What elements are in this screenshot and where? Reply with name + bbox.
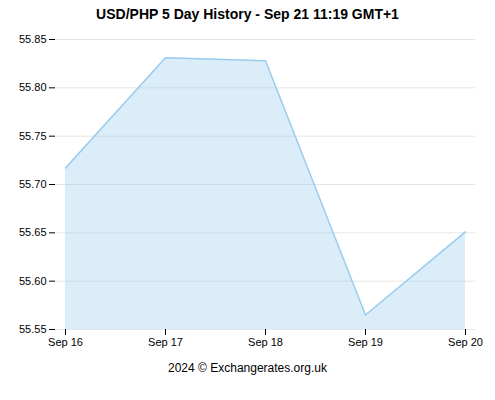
svg-text:55.55: 55.55 [19, 323, 47, 335]
html-text:2024 © Exchangerates.org.uk: 2024 © Exchangerates.org.uk [168, 361, 327, 375]
svg-text:55.60: 55.60 [19, 275, 47, 287]
svg-text:55.70: 55.70 [19, 178, 47, 190]
html-text:USD/PHP 5 Day History - Sep 21: USD/PHP 5 Day History - Sep 21 11:19 GMT… [96, 6, 399, 22]
svg-text:55.85: 55.85 [19, 33, 47, 45]
svg-text:55.65: 55.65 [19, 226, 47, 238]
svg-text:Sep 16: Sep 16 [48, 336, 83, 348]
svg-text:Sep 17: Sep 17 [148, 336, 183, 348]
svg-text:Sep 19: Sep 19 [348, 336, 383, 348]
svg-text:Sep 20: Sep 20 [448, 336, 483, 348]
svg-text:55.80: 55.80 [19, 81, 47, 93]
svg-text:Sep 18: Sep 18 [248, 336, 283, 348]
svg-text:55.75: 55.75 [19, 130, 47, 142]
